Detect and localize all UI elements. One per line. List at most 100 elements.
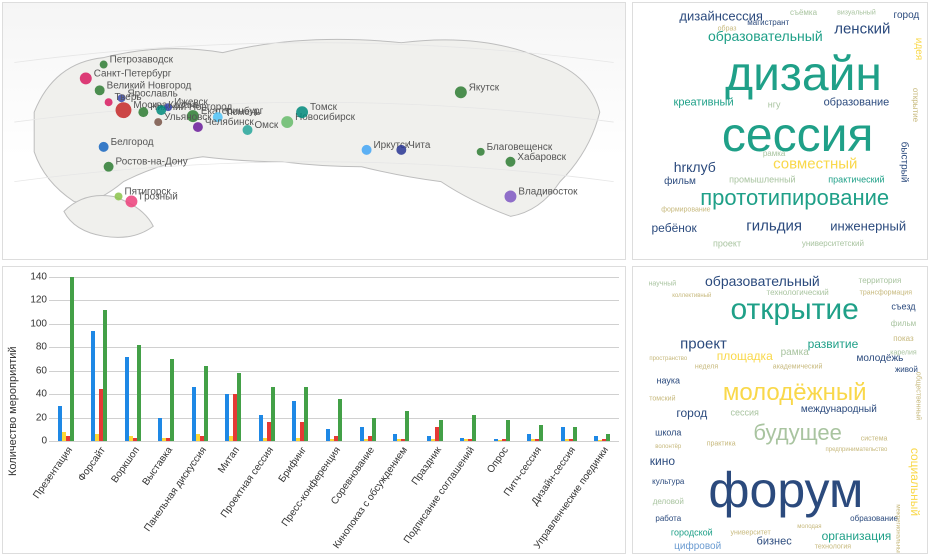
- wordcloud-top-panel: дизайнсессияпрототипированиесовместныйhr…: [632, 2, 928, 260]
- city-dot[interactable]: [138, 107, 148, 117]
- bar[interactable]: [606, 434, 610, 441]
- y-tick: 40: [21, 389, 47, 400]
- city-dot[interactable]: [95, 85, 105, 95]
- wordcloud-word: съёмка: [790, 9, 817, 17]
- wordcloud-word: нгу: [768, 101, 781, 110]
- city-dot[interactable]: [505, 191, 517, 203]
- bar[interactable]: [271, 387, 275, 441]
- y-axis-label: Количество мероприятий: [5, 271, 21, 551]
- bar[interactable]: [192, 387, 196, 441]
- wordcloud-word: образование: [850, 515, 898, 523]
- city-dot[interactable]: [116, 102, 132, 118]
- wordcloud-word: проект: [713, 239, 741, 248]
- city-label: Хабаровск: [517, 152, 566, 163]
- wordcloud-word: hrклуб: [674, 160, 716, 174]
- wordcloud-word: молодёжный: [723, 381, 867, 405]
- wordcloud-word: бизнес: [757, 536, 792, 547]
- city-dot[interactable]: [243, 125, 253, 135]
- city-dot[interactable]: [154, 118, 162, 126]
- city-dot[interactable]: [156, 105, 166, 115]
- wordcloud-word: совместный: [773, 157, 857, 172]
- category-group: [351, 277, 385, 441]
- wordcloud-word: рамка: [781, 348, 809, 358]
- bar[interactable]: [506, 420, 510, 441]
- bar[interactable]: [170, 359, 174, 441]
- y-tick: 140: [21, 272, 47, 283]
- wordcloud-word: пространство: [649, 356, 687, 362]
- city-dot[interactable]: [455, 86, 467, 98]
- city-dot[interactable]: [362, 145, 372, 155]
- map-panel: ПетрозаводскСанкт-ПетербургВеликий Новго…: [2, 2, 626, 260]
- category-group: [83, 277, 117, 441]
- city-dot[interactable]: [100, 61, 108, 69]
- wordcloud-top: дизайнсессияпрототипированиесовместныйhr…: [633, 3, 927, 259]
- wordcloud-word: томский: [649, 395, 675, 402]
- city-label: Владивосток: [518, 187, 578, 198]
- city-dot[interactable]: [105, 98, 113, 106]
- wordcloud-word: университетский: [802, 240, 864, 248]
- city-label: Чита: [408, 140, 431, 151]
- wordcloud-word: открытие: [731, 295, 859, 325]
- bar[interactable]: [125, 357, 129, 441]
- bar[interactable]: [137, 345, 141, 441]
- wordcloud-word: фильм: [664, 177, 696, 187]
- city-label: Казань: [168, 100, 200, 111]
- category-group: [418, 277, 452, 441]
- bar[interactable]: [338, 399, 342, 441]
- city-label: Томск: [310, 102, 338, 113]
- bar[interactable]: [204, 366, 208, 441]
- x-tick-label: Презентация: [31, 445, 75, 501]
- wordcloud-word: коллективный: [672, 293, 711, 299]
- category-group: [284, 277, 318, 441]
- wordcloud-word: быстрый: [898, 141, 908, 182]
- bar[interactable]: [372, 418, 376, 441]
- city-dot[interactable]: [506, 157, 516, 167]
- city-dot[interactable]: [281, 116, 293, 128]
- bar[interactable]: [573, 427, 577, 441]
- wordcloud-word: сессия: [731, 408, 759, 417]
- bar[interactable]: [91, 331, 95, 441]
- wordcloud-word: организация: [822, 530, 892, 542]
- bar[interactable]: [292, 401, 296, 441]
- wordcloud-word: будущее: [753, 422, 842, 444]
- city-dot[interactable]: [104, 162, 114, 172]
- wordcloud-word: площадка: [717, 350, 773, 362]
- bar[interactable]: [103, 310, 107, 441]
- bar[interactable]: [405, 411, 409, 441]
- category-group: [586, 277, 620, 441]
- bar-chart-panel: Количество мероприятий 02040608010012014…: [2, 266, 626, 554]
- city-dot[interactable]: [193, 122, 203, 132]
- wordcloud-word: образование: [824, 97, 890, 108]
- category-group: [217, 277, 251, 441]
- wordcloud-word: город: [676, 407, 707, 419]
- city-dot[interactable]: [296, 106, 308, 118]
- bar[interactable]: [539, 425, 543, 441]
- city-dot[interactable]: [115, 193, 123, 201]
- bar[interactable]: [237, 373, 241, 441]
- wordcloud-word: прототипирование: [700, 187, 889, 209]
- wordcloud-word: молодая: [797, 524, 821, 530]
- wordcloud-word: международный: [801, 405, 877, 415]
- bar[interactable]: [225, 394, 229, 441]
- category-group: [317, 277, 351, 441]
- category-group: [384, 277, 418, 441]
- city-dot[interactable]: [80, 72, 92, 84]
- wordcloud-word: академический: [773, 364, 823, 371]
- wordcloud-word: городской: [671, 528, 713, 537]
- city-dot[interactable]: [396, 145, 406, 155]
- city-label: Петрозаводск: [110, 55, 174, 66]
- wordcloud-word: образ: [718, 25, 737, 32]
- wordcloud-word: трансформация: [860, 289, 912, 296]
- wordcloud-word: промышленный: [729, 175, 795, 184]
- russia-map: ПетрозаводскСанкт-ПетербургВеликий Новго…: [3, 3, 625, 259]
- wordcloud-word: наука: [657, 377, 681, 386]
- category-group: [183, 277, 217, 441]
- city-dot[interactable]: [477, 148, 485, 156]
- city-dot[interactable]: [99, 142, 109, 152]
- bar[interactable]: [439, 420, 443, 441]
- bar[interactable]: [472, 415, 476, 441]
- city-label: Пятигорск: [124, 187, 171, 198]
- bar[interactable]: [304, 387, 308, 441]
- wordcloud-word: общественный: [915, 371, 922, 419]
- bar[interactable]: [70, 277, 74, 441]
